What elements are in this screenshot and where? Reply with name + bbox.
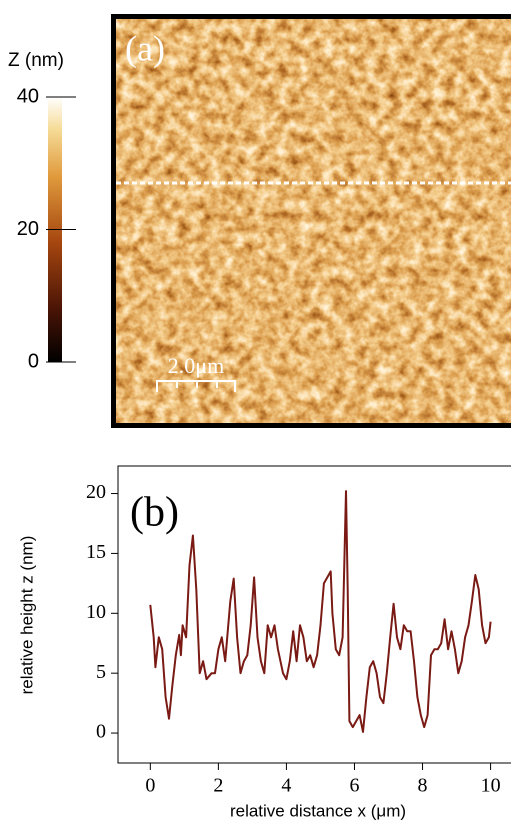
scale-bar bbox=[156, 380, 236, 392]
afm-texture bbox=[113, 16, 511, 425]
colorbar-tick-label: 40 bbox=[17, 85, 39, 107]
x-axis-label: relative distance x (μm) bbox=[230, 801, 406, 820]
colorbar-tick-label: 20 bbox=[17, 218, 39, 240]
scale-bar-label: 2.0μm bbox=[168, 353, 224, 378]
y-axis-label: relative height z (nm) bbox=[17, 536, 36, 695]
plot-frame bbox=[117, 465, 511, 764]
x-tick-label: 8 bbox=[418, 775, 428, 797]
image-frame bbox=[111, 14, 511, 428]
panel-label: (a) bbox=[125, 28, 165, 68]
panel-label: (b) bbox=[130, 490, 179, 536]
y-tick-label: 10 bbox=[86, 601, 106, 623]
x-tick-label: 6 bbox=[349, 775, 359, 797]
y-tick-label: 15 bbox=[86, 541, 106, 563]
x-tick-label: 2 bbox=[213, 775, 223, 797]
y-tick-label: 5 bbox=[96, 661, 106, 683]
x-tick-label: 4 bbox=[281, 775, 291, 797]
profile-line bbox=[149, 490, 492, 733]
x-tick-label: 0 bbox=[145, 775, 155, 797]
x-tick-label: 10 bbox=[481, 775, 501, 797]
y-tick-label: 0 bbox=[96, 721, 106, 743]
y-tick-label: 20 bbox=[86, 481, 106, 503]
colorbar-tick-label: 0 bbox=[28, 350, 39, 372]
colorbar-title: Z (nm) bbox=[8, 50, 64, 71]
